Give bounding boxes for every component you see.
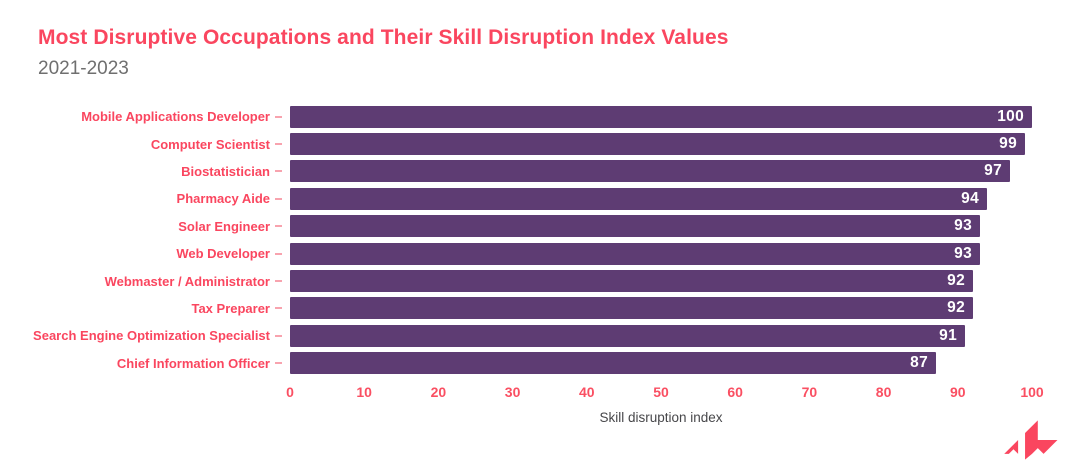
bar-value-label: 91 — [939, 326, 957, 344]
lightcast-mark-icon — [1004, 420, 1058, 460]
x-tick-label: 50 — [653, 384, 669, 400]
bar-value-label: 93 — [954, 217, 972, 235]
chart-subtitle: 2021-2023 — [38, 58, 129, 79]
y-tick-mark — [275, 115, 282, 118]
bar-row: Mobile Applications Developer 100 — [0, 103, 1074, 130]
bar: 94 — [290, 187, 987, 210]
category-label: Chief Information Officer — [116, 355, 270, 371]
category-label: Biostatistician — [181, 163, 270, 179]
x-tick-label: 60 — [727, 384, 743, 400]
x-tick-label: 100 — [1020, 384, 1044, 400]
x-tick-label: 80 — [875, 384, 892, 400]
y-tick-mark — [275, 307, 282, 310]
category-label: Pharmacy Aide — [176, 191, 270, 207]
bar: 99 — [290, 133, 1025, 156]
x-axis-title: Skill disruption index — [599, 410, 723, 425]
bar-value-label: 92 — [947, 299, 965, 317]
y-tick-mark — [275, 170, 282, 173]
category-label: Tax Preparer — [191, 300, 270, 316]
x-tick-label: 20 — [430, 384, 447, 400]
category-label: Search Engine Optimization Specialist — [33, 328, 270, 344]
bar-row: Chief Information Officer 87 — [0, 350, 1074, 377]
bar-value-label: 93 — [954, 244, 972, 262]
x-tick-label: 70 — [801, 384, 818, 400]
x-tick-label: 0 — [286, 384, 294, 400]
bar-value-label: 97 — [984, 162, 1002, 180]
bar-value-label: 92 — [947, 272, 965, 290]
bar: 93 — [290, 215, 980, 238]
bar: 92 — [290, 297, 973, 320]
bar-rows: Mobile Applications Developer 100 Computer… — [0, 103, 1074, 377]
x-tick-label: 40 — [579, 384, 595, 400]
category-label: Solar Engineer — [178, 218, 270, 234]
bar-row: Solar Engineer 93 — [0, 213, 1074, 240]
bar-row: Pharmacy Aide 94 — [0, 185, 1074, 212]
y-tick-mark — [275, 362, 282, 365]
category-label: Mobile Applications Developer — [81, 109, 270, 125]
y-tick-mark — [275, 197, 282, 200]
y-tick-mark — [275, 143, 282, 146]
bar: 92 — [290, 270, 973, 293]
category-label: Web Developer — [176, 246, 270, 262]
chart-title: Most Disruptive Occupations and Their Sk… — [38, 26, 729, 49]
x-tick-label: 30 — [504, 384, 521, 400]
y-tick-mark — [275, 334, 282, 337]
bar-row: Web Developer 93 — [0, 240, 1074, 267]
bar: 97 — [290, 160, 1010, 183]
category-label: Computer Scientist — [150, 136, 270, 152]
y-tick-mark — [275, 225, 282, 228]
bar-row: Tax Preparer 92 — [0, 295, 1074, 322]
bar-row: Search Engine Optimization Specialist 91 — [0, 322, 1074, 349]
chart-header: Most Disruptive Occupations and Their Sk… — [38, 26, 729, 80]
y-tick-mark — [275, 252, 282, 255]
logo-left-shape — [1004, 440, 1019, 454]
bar-row: Biostatistician 97 — [0, 158, 1074, 185]
logo-right-shape — [1025, 420, 1058, 460]
bar-value-label: 100 — [997, 107, 1024, 125]
bar-value-label: 87 — [910, 354, 928, 372]
bar-value-label: 99 — [999, 135, 1017, 153]
bar: 93 — [290, 242, 980, 265]
bar-value-label: 94 — [961, 189, 979, 207]
bar: 100 — [290, 105, 1032, 128]
x-tick-label: 10 — [356, 384, 372, 400]
bar: 87 — [290, 352, 936, 375]
x-tick-label: 90 — [950, 384, 966, 400]
category-label: Webmaster / Administrator — [104, 273, 270, 289]
bar-row: Computer Scientist 99 — [0, 130, 1074, 157]
y-tick-mark — [275, 280, 282, 283]
bar-row: Webmaster / Administrator 92 — [0, 267, 1074, 294]
bar: 91 — [290, 324, 965, 347]
x-axis: 0 10 20 30 40 50 60 70 80 90 100 — [286, 384, 1044, 402]
